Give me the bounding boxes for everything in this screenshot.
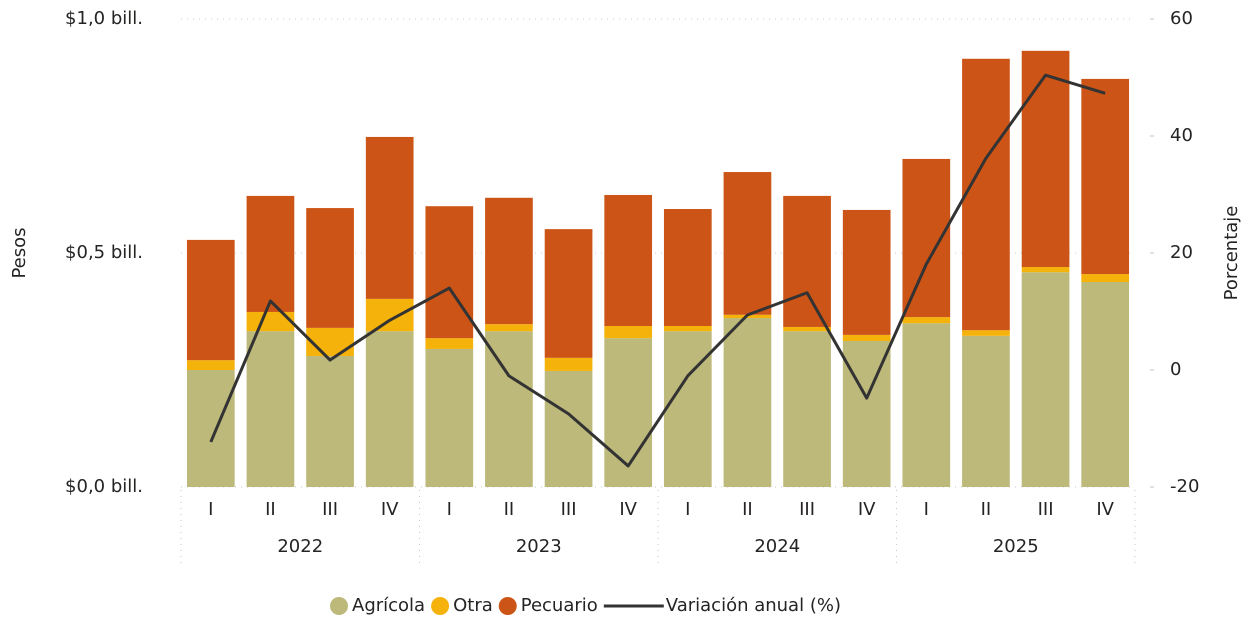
bar-segment — [663, 209, 712, 327]
bar-segment — [186, 360, 235, 370]
x-group-label: 2023 — [516, 536, 562, 557]
legend-label: Otra — [453, 595, 493, 616]
bar-segment — [604, 338, 653, 487]
bar-segment — [306, 355, 354, 487]
x-tick-label: I — [924, 499, 929, 520]
y-tick-label: $1,0 bill. — [65, 8, 143, 29]
bar-segment — [485, 197, 533, 325]
x-tick-label: I — [685, 499, 690, 520]
x-tick-label: III — [561, 499, 577, 520]
bar-segment — [663, 331, 712, 487]
bar-segment — [783, 195, 831, 327]
y-tick-label: $0,5 bill. — [65, 242, 143, 263]
bar-segment — [246, 195, 295, 312]
bar-segment — [1081, 274, 1130, 283]
y-tick-label: $0,0 bill. — [65, 476, 143, 497]
bar-segment — [425, 348, 474, 487]
bar-segment — [246, 311, 295, 332]
x-tick-label: I — [208, 499, 213, 520]
bar-segment — [1081, 78, 1130, 275]
legend-label: Variación anual (%) — [666, 595, 841, 616]
bar-segment — [485, 331, 533, 487]
x-tick-label: III — [799, 499, 815, 520]
x-tick-label: I — [447, 499, 452, 520]
bar-segment — [425, 206, 474, 339]
x-tick-label: II — [265, 499, 276, 520]
bar-segment — [604, 194, 653, 327]
y2-tick-label: -20 — [1170, 476, 1199, 497]
x-tick-label: III — [322, 499, 338, 520]
bar-segment — [783, 326, 831, 332]
bar-segment — [1021, 267, 1070, 273]
bar-segment — [902, 158, 951, 318]
y2-axis-label: Porcentaje — [1221, 206, 1242, 301]
bar-segment — [663, 326, 712, 332]
x-tick-label: IV — [858, 499, 876, 520]
x-tick-label: II — [981, 499, 992, 520]
y2-tick-label: 60 — [1170, 8, 1193, 29]
bar-segment — [544, 357, 593, 371]
bar-segment — [723, 172, 772, 315]
bar-segment — [902, 317, 951, 324]
bar-segment — [842, 334, 891, 341]
bar-segment — [544, 229, 593, 358]
line — [209, 73, 1106, 468]
bar-segment — [1021, 272, 1070, 487]
bar-segment — [723, 318, 772, 487]
bar-segment — [365, 331, 414, 487]
y-axis-label: Pesos — [9, 227, 30, 278]
bar-segment — [425, 338, 474, 349]
bar-segment — [186, 370, 235, 487]
legend-swatch — [330, 597, 348, 615]
bar-segment — [246, 331, 295, 487]
legend-label: Agrícola — [352, 595, 425, 616]
bar-segment — [1081, 282, 1130, 487]
bar-segment — [365, 136, 414, 299]
bar-segment — [1021, 50, 1070, 268]
x-tick-label: III — [1038, 499, 1054, 520]
x-tick-label: IV — [619, 499, 637, 520]
x-group-label: 2022 — [277, 536, 323, 557]
x-tick-label: IV — [1096, 499, 1114, 520]
x-group-label: 2024 — [754, 536, 800, 557]
bar-segment — [842, 209, 891, 335]
bar-segment — [604, 326, 653, 339]
bar-segment — [365, 298, 414, 332]
y2-tick-label: 0 — [1170, 359, 1181, 380]
bar-segment — [962, 335, 1010, 487]
bar-segment — [962, 330, 1010, 336]
x-tick-label: II — [742, 499, 753, 520]
legend-swatch — [431, 597, 450, 615]
bar-segment — [485, 324, 533, 332]
bar-segment — [783, 331, 831, 487]
bar-segment — [186, 239, 235, 361]
x-group-label: 2025 — [993, 536, 1039, 557]
y2-tick-label: 20 — [1170, 242, 1193, 263]
legend-label: Pecuario — [521, 595, 598, 616]
y2-tick-label: 40 — [1170, 125, 1193, 146]
bar-segment — [306, 327, 354, 356]
legend-swatch — [498, 597, 517, 615]
x-tick-label: IV — [381, 499, 399, 520]
x-tick-label: II — [504, 499, 515, 520]
bar-segment — [962, 58, 1010, 331]
bar-segment — [902, 323, 951, 487]
bar-segment — [306, 208, 354, 328]
